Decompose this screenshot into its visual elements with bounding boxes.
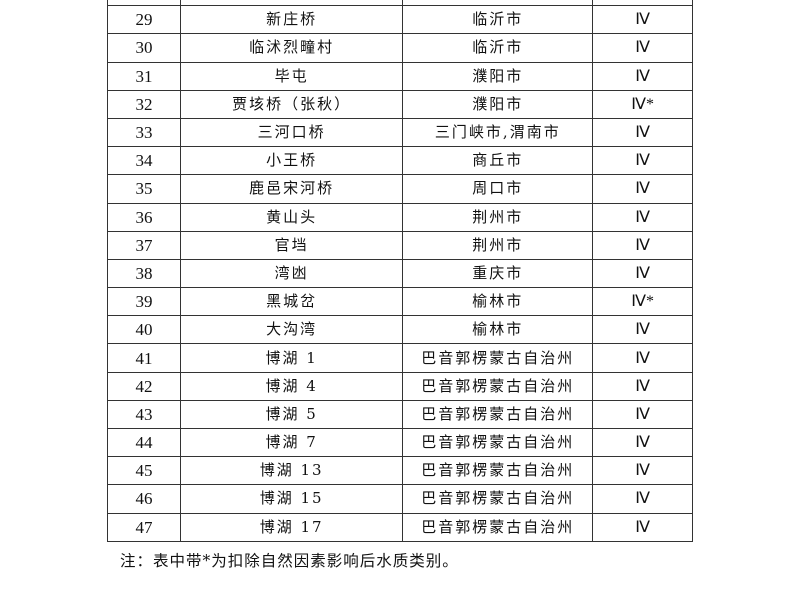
row-number: 36 bbox=[107, 202, 181, 232]
water-quality-class: Ⅳ bbox=[592, 33, 693, 63]
table-row: 36 黄山头 荆州市 Ⅳ bbox=[107, 202, 693, 232]
section-name: 新庄桥 bbox=[179, 5, 404, 35]
table-row: 38 湾凼 重庆市 Ⅳ bbox=[107, 258, 693, 289]
section-name: 小王桥 bbox=[179, 146, 404, 176]
table-row: 31 毕屯 濮阳市 Ⅳ bbox=[107, 61, 693, 91]
city: 巴音郭楞蒙古自治州 bbox=[402, 456, 594, 486]
water-quality-class: Ⅳ bbox=[592, 146, 693, 176]
table-row: 37 官垱 荆州市 Ⅳ bbox=[107, 230, 693, 260]
row-number: 47 bbox=[107, 512, 181, 542]
water-quality-class: Ⅳ bbox=[592, 315, 693, 345]
section-name: 博湖 17 bbox=[179, 512, 404, 542]
table-footnote: 注：表中带*为扣除自然因素影响后水质类别。 bbox=[120, 552, 459, 570]
water-quality-class: Ⅳ bbox=[592, 512, 693, 542]
water-quality-class: Ⅳ bbox=[592, 427, 693, 458]
table-row: 40 大沟湾 榆林市 Ⅳ bbox=[107, 315, 693, 345]
row-number: 38 bbox=[107, 258, 181, 289]
row-number: 43 bbox=[107, 399, 181, 430]
water-quality-class: Ⅳ* bbox=[592, 89, 693, 119]
city: 商丘市 bbox=[402, 146, 594, 176]
city: 重庆市 bbox=[402, 258, 594, 289]
water-quality-class: Ⅳ bbox=[592, 258, 693, 289]
water-quality-class: Ⅳ bbox=[592, 399, 693, 430]
row-number: 29 bbox=[107, 5, 181, 35]
row-number: 44 bbox=[107, 427, 181, 458]
table-row: 34 小王桥 商丘市 Ⅳ bbox=[107, 146, 693, 176]
section-name: 博湖 15 bbox=[179, 484, 404, 514]
table-row: 46 博湖 15 巴音郭楞蒙古自治州 Ⅳ bbox=[107, 484, 693, 514]
row-number: 40 bbox=[107, 315, 181, 345]
row-number: 35 bbox=[107, 174, 181, 204]
city: 荆州市 bbox=[402, 230, 594, 260]
row-number: 32 bbox=[107, 89, 181, 119]
water-quality-table: 29 新庄桥 临沂市 Ⅳ 30 临沭烈疃村 临沂市 Ⅳ 31 毕屯 濮阳市 Ⅳ 32 贾垓桥（张秋） 濮阳市… bbox=[107, 0, 693, 542]
section-name: 鹿邑宋河桥 bbox=[179, 174, 404, 204]
table-row: 32 贾垓桥（张秋） 濮阳市 Ⅳ* bbox=[107, 89, 693, 119]
row-number: 37 bbox=[107, 230, 181, 260]
table-row: 29 新庄桥 临沂市 Ⅳ bbox=[107, 5, 693, 35]
water-quality-class: Ⅳ bbox=[592, 484, 693, 514]
water-quality-class: Ⅳ* bbox=[592, 287, 693, 317]
row-number: 46 bbox=[107, 484, 181, 514]
city: 巴音郭楞蒙古自治州 bbox=[402, 427, 594, 458]
row-number: 34 bbox=[107, 146, 181, 176]
water-quality-class: Ⅳ bbox=[592, 174, 693, 204]
city: 巴音郭楞蒙古自治州 bbox=[402, 371, 594, 401]
water-quality-class: Ⅳ bbox=[592, 202, 693, 232]
city: 濮阳市 bbox=[402, 61, 594, 91]
table-row: 45 博湖 13 巴音郭楞蒙古自治州 Ⅳ bbox=[107, 456, 693, 486]
row-number: 33 bbox=[107, 117, 181, 148]
section-name: 博湖 7 bbox=[179, 427, 404, 458]
section-name: 博湖 4 bbox=[179, 371, 404, 401]
city: 临沂市 bbox=[402, 5, 594, 35]
section-name: 博湖 13 bbox=[179, 456, 404, 486]
city: 濮阳市 bbox=[402, 89, 594, 119]
water-quality-class: Ⅳ bbox=[592, 456, 693, 486]
city: 榆林市 bbox=[402, 287, 594, 317]
table-row: 44 博湖 7 巴音郭楞蒙古自治州 Ⅳ bbox=[107, 427, 693, 458]
section-name: 毕屯 bbox=[179, 61, 404, 91]
section-name: 三河口桥 bbox=[179, 117, 404, 148]
water-quality-class: Ⅳ bbox=[592, 5, 693, 35]
city: 巴音郭楞蒙古自治州 bbox=[402, 512, 594, 542]
table-row: 41 博湖 1 巴音郭楞蒙古自治州 Ⅳ bbox=[107, 343, 693, 373]
table-row: 33 三河口桥 三门峡市,渭南市 Ⅳ bbox=[107, 117, 693, 148]
section-name: 黑城岔 bbox=[179, 287, 404, 317]
city: 临沂市 bbox=[402, 33, 594, 63]
table-row: 30 临沭烈疃村 临沂市 Ⅳ bbox=[107, 33, 693, 63]
water-quality-class: Ⅳ bbox=[592, 371, 693, 401]
row-number: 31 bbox=[107, 61, 181, 91]
row-number: 45 bbox=[107, 456, 181, 486]
city: 周口市 bbox=[402, 174, 594, 204]
section-name: 黄山头 bbox=[179, 202, 404, 232]
table-row: 39 黑城岔 榆林市 Ⅳ* bbox=[107, 287, 693, 317]
row-number: 39 bbox=[107, 287, 181, 317]
water-quality-class: Ⅳ bbox=[592, 230, 693, 260]
section-name: 临沭烈疃村 bbox=[179, 33, 404, 63]
table-row: 42 博湖 4 巴音郭楞蒙古自治州 Ⅳ bbox=[107, 371, 693, 401]
city: 巴音郭楞蒙古自治州 bbox=[402, 343, 594, 373]
city: 榆林市 bbox=[402, 315, 594, 345]
section-name: 湾凼 bbox=[179, 258, 404, 289]
section-name: 博湖 1 bbox=[179, 343, 404, 373]
section-name: 官垱 bbox=[179, 230, 404, 260]
row-number: 42 bbox=[107, 371, 181, 401]
row-number: 41 bbox=[107, 343, 181, 373]
table-row: 35 鹿邑宋河桥 周口市 Ⅳ bbox=[107, 174, 693, 204]
table-row: 47 博湖 17 巴音郭楞蒙古自治州 Ⅳ bbox=[107, 512, 693, 542]
section-name: 博湖 5 bbox=[179, 399, 404, 430]
water-quality-class: Ⅳ bbox=[592, 61, 693, 91]
row-number: 30 bbox=[107, 33, 181, 63]
city: 巴音郭楞蒙古自治州 bbox=[402, 399, 594, 430]
city: 三门峡市,渭南市 bbox=[402, 117, 594, 148]
city: 荆州市 bbox=[402, 202, 594, 232]
section-name: 贾垓桥（张秋） bbox=[179, 89, 404, 119]
water-quality-class: Ⅳ bbox=[592, 117, 693, 148]
section-name: 大沟湾 bbox=[179, 315, 404, 345]
table-row: 43 博湖 5 巴音郭楞蒙古自治州 Ⅳ bbox=[107, 399, 693, 430]
water-quality-class: Ⅳ bbox=[592, 343, 693, 373]
city: 巴音郭楞蒙古自治州 bbox=[402, 484, 594, 514]
